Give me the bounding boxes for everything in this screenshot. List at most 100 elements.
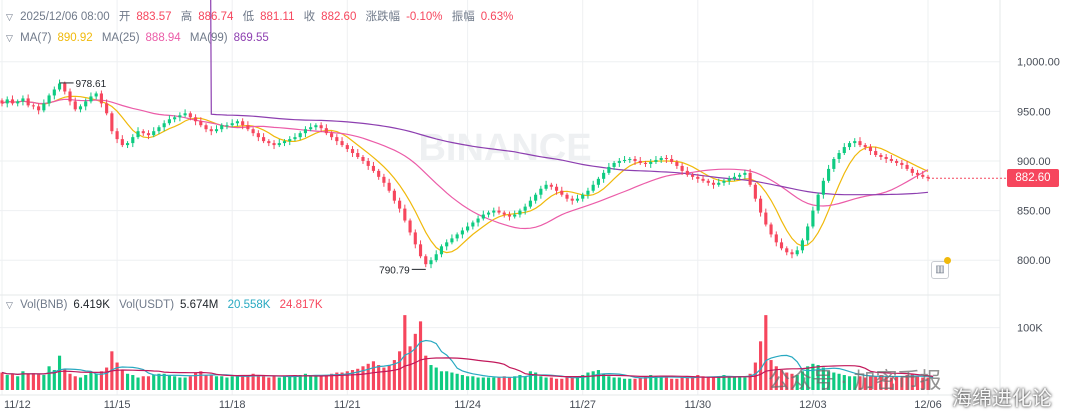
volume-bar — [204, 375, 208, 390]
volume-bar — [664, 377, 668, 390]
chevron-down-icon[interactable]: ▽ — [6, 300, 13, 310]
volume-bar — [722, 375, 726, 390]
volume-bar — [99, 371, 103, 390]
time-tick-label: 11/30 — [684, 399, 711, 411]
candle-body — [565, 194, 569, 199]
volume-bar — [868, 376, 873, 390]
candle-body — [115, 131, 119, 140]
candle-body — [157, 127, 161, 132]
candle-body — [403, 208, 407, 221]
candle-body — [84, 101, 88, 107]
volume-bar — [152, 375, 156, 390]
volume-bar — [554, 378, 559, 390]
volume-bar — [800, 371, 805, 390]
volume-bar — [926, 377, 930, 390]
volume-bar — [847, 376, 852, 390]
binance-watermark: BINANCE — [418, 127, 591, 169]
volume-bar — [842, 375, 846, 390]
volume-bar — [94, 373, 98, 390]
volume-bar — [282, 376, 287, 390]
price-tick-label: 950.00 — [1017, 106, 1051, 118]
candle-body — [31, 105, 35, 107]
volume-bar — [0, 372, 4, 390]
candle-body — [371, 165, 376, 171]
volume-bar — [340, 372, 344, 390]
volume-bar — [879, 375, 883, 390]
candle-body — [476, 218, 480, 223]
volume-bar — [241, 376, 245, 390]
volume-bar — [235, 376, 239, 390]
vol-ma-value-a: 20.558K — [227, 299, 271, 311]
candle-body — [654, 159, 658, 162]
amplitude-value: 0.63% — [480, 11, 514, 23]
volume-bar — [120, 370, 124, 390]
candle-body — [73, 101, 77, 110]
volume-bar — [330, 373, 334, 390]
volume-bar — [502, 376, 506, 390]
candle-body — [900, 162, 904, 165]
volume-bar — [68, 373, 72, 390]
volume-bar — [466, 376, 470, 390]
volume-bar — [225, 377, 229, 390]
ma7-value: 890.92 — [57, 32, 93, 44]
overlay-text-2: 海绵进化论 — [952, 388, 1052, 410]
candle-body — [659, 157, 663, 160]
volume-bar — [37, 373, 41, 390]
high-value: 886.74 — [198, 11, 234, 23]
volume-bar — [377, 365, 381, 390]
candle-body — [602, 172, 606, 179]
candle-body — [162, 123, 166, 128]
settings-icon[interactable]: ▥ — [931, 261, 949, 279]
candle-body — [330, 133, 334, 138]
candle-body — [575, 198, 580, 201]
candle-body — [42, 103, 46, 111]
chevron-down-icon[interactable]: ▽ — [6, 33, 13, 43]
time-tick-label: 11/21 — [334, 399, 361, 411]
volume-bar — [345, 371, 349, 390]
candle-body — [356, 153, 360, 157]
volume-bar — [277, 377, 281, 390]
high-label: 高 — [180, 11, 193, 23]
candle-body — [173, 117, 177, 120]
volume-bar — [398, 351, 402, 390]
volume-bar — [476, 377, 480, 390]
candle-body — [821, 180, 825, 195]
volume-bar — [16, 376, 20, 390]
volume-bar — [701, 376, 705, 390]
volume-bar — [659, 377, 663, 390]
candle-body — [502, 212, 506, 215]
candle-body — [534, 194, 538, 201]
volume-bar — [748, 373, 752, 390]
candle-body — [874, 151, 878, 156]
axes: 1,000.00 950.00 900.00 850.00 800.00 100K 11/1… — [4, 57, 1060, 411]
ma7-label: MA(7) — [20, 32, 52, 44]
candle-body — [910, 168, 914, 173]
volume-bar — [915, 376, 920, 390]
volume-ma-lines — [1, 339, 934, 379]
volume-bar — [471, 376, 475, 390]
volume-bar — [335, 372, 339, 390]
volume-ma-short — [1, 339, 934, 379]
candle-body — [413, 232, 417, 245]
amplitude-label: 振幅 — [451, 11, 475, 23]
candle-body — [738, 174, 742, 177]
volume-bar — [424, 355, 428, 390]
candle-body — [105, 103, 109, 114]
candle-body — [560, 190, 564, 195]
close-label: 收 — [303, 11, 316, 23]
volume-bar — [31, 373, 35, 390]
candle-body — [340, 141, 344, 146]
candle-body — [596, 178, 600, 185]
candle-body — [366, 160, 370, 166]
volume-bar — [895, 376, 899, 390]
candle-body — [832, 158, 836, 169]
candle-body — [664, 157, 668, 159]
candle-body — [748, 172, 752, 185]
candle-body — [220, 125, 224, 130]
candle-body — [638, 160, 642, 163]
volume-bar — [696, 375, 700, 390]
volume-bar — [162, 373, 166, 390]
candle-body — [806, 226, 810, 241]
chevron-down-icon[interactable]: ▽ — [6, 12, 13, 22]
